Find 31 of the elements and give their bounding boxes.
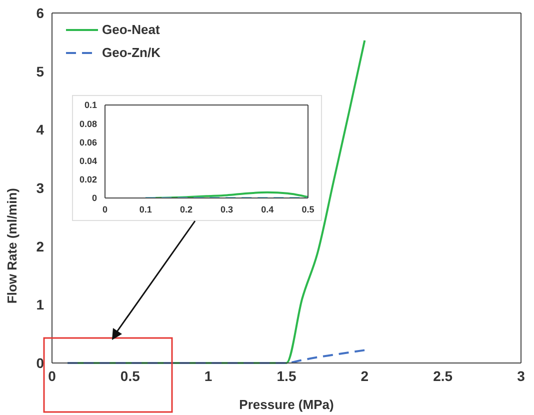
y-tick-label: 4 [36,122,44,138]
x-tick-label: 0.1 [139,204,152,214]
x-tick-label: 0.2 [180,204,192,214]
y-tick-label: 2 [36,238,44,254]
y-tick-label: 6 [36,4,44,21]
y-tick-label: 0.08 [79,118,97,129]
y-tick-label: 0.04 [79,156,97,166]
x-tick-label: 0.4 [261,204,274,214]
legend-label: Geo-Neat [102,22,160,37]
x-tick-label: 1.5 [276,368,296,384]
x-tick-label: 0.3 [220,204,234,214]
y-tick-label: 0 [36,354,44,371]
y-tick-label: 0.06 [79,137,97,148]
x-tick-label: 0 [48,368,56,384]
x-tick-label: 2 [360,368,369,384]
x-tick-label: 3 [517,368,526,384]
x-tick-label: 0.5 [302,204,314,214]
y-axis-title: Flow Rate (ml/min) [4,188,20,304]
y-tick-label: 3 [36,180,44,196]
x-tick-label: 0 [102,204,108,214]
legend-label: Geo-Zn/K [102,45,160,60]
y-tick-label: 5 [36,63,44,80]
x-tick-label: 2.5 [433,368,453,384]
line-series [66,349,366,364]
y-tick-label: 0.1 [84,100,97,110]
x-tick-label: 0.5 [120,368,140,384]
y-tick-label: 0 [92,193,97,204]
x-axis-title: Pressure (MPa) [239,397,334,412]
y-tick-label: 1 [36,296,44,313]
y-tick-label: 0.02 [79,174,97,185]
x-tick-label: 1 [204,368,212,384]
